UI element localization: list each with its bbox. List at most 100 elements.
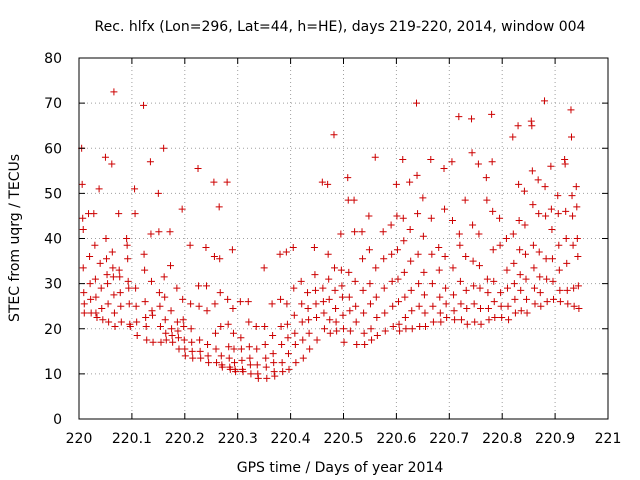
data-point-marker [168, 332, 176, 340]
data-point-marker [217, 352, 225, 360]
data-point-marker [346, 307, 354, 315]
x-tick-label: 220.4 [271, 431, 311, 447]
data-point-marker [155, 289, 163, 297]
data-point-marker [427, 156, 435, 164]
data-point-marker [310, 244, 318, 252]
data-point-marker [229, 304, 237, 312]
data-point-marker [496, 241, 504, 249]
data-point-marker [115, 210, 123, 218]
data-point-marker [541, 183, 549, 191]
y-tick-label: 10 [44, 367, 62, 383]
data-point-marker [126, 322, 134, 330]
data-point-marker [325, 275, 333, 283]
data-point-marker [482, 174, 490, 182]
data-point-marker [568, 192, 576, 200]
data-point-marker [497, 302, 505, 310]
data-point-marker [474, 160, 482, 168]
data-point-marker [442, 284, 450, 292]
data-point-marker [380, 255, 388, 263]
data-point-marker [332, 318, 340, 326]
data-point-marker [324, 180, 332, 188]
data-point-marker [570, 302, 578, 310]
data-point-marker [401, 293, 409, 301]
data-point-marker [567, 106, 575, 114]
data-point-marker [468, 115, 476, 123]
data-point-marker [252, 322, 260, 330]
data-point-marker [529, 201, 537, 209]
data-point-marker [161, 316, 169, 324]
data-point-marker [548, 225, 556, 233]
data-point-marker [213, 359, 221, 367]
data-point-marker [463, 320, 471, 328]
x-tick-label: 220.6 [376, 431, 416, 447]
data-point-marker [352, 318, 360, 326]
data-point-marker [574, 282, 582, 290]
y-tick-labels: 0 10 20 30 40 50 60 70 80 [44, 51, 62, 428]
data-point-marker [196, 347, 204, 355]
data-point-marker [86, 280, 94, 288]
data-point-marker [475, 230, 483, 238]
data-point-marker [224, 295, 232, 303]
data-point-marker [216, 289, 224, 297]
data-point-marker [292, 359, 300, 367]
data-point-marker [567, 133, 575, 141]
data-point-marker [427, 214, 435, 222]
data-point-marker [148, 307, 156, 315]
data-point-marker [359, 255, 367, 263]
data-point-marker [490, 277, 498, 285]
data-point-marker [104, 280, 112, 288]
data-point-marker [535, 248, 543, 256]
data-point-marker [399, 214, 407, 222]
data-point-marker [421, 322, 429, 330]
data-point-marker [246, 361, 254, 369]
y-axis-label: STEC from uqrg / TECUs [7, 154, 23, 322]
data-point-marker [401, 313, 409, 321]
x-tick-label: 220.9 [535, 431, 575, 447]
data-point-marker [86, 253, 94, 261]
data-point-marker [562, 207, 570, 215]
data-point-marker [498, 313, 506, 321]
data-point-marker [387, 221, 395, 229]
data-point-marker [562, 235, 570, 242]
data-point-marker [204, 352, 212, 360]
data-point-marker [429, 318, 437, 326]
data-point-marker [313, 336, 321, 344]
data-point-marker [455, 113, 463, 121]
data-point-marker [515, 216, 523, 224]
data-point-marker [131, 185, 139, 193]
data-point-marker [174, 327, 182, 335]
y-tick-label: 0 [53, 412, 62, 428]
data-point-marker [230, 345, 238, 353]
data-point-marker [536, 273, 544, 281]
data-point-marker [162, 336, 170, 344]
data-point-marker [400, 237, 408, 245]
data-point-marker [96, 259, 104, 267]
data-point-marker [305, 316, 313, 324]
data-point-marker [360, 329, 368, 337]
data-point-marker [247, 370, 255, 378]
data-point-marker [340, 338, 348, 346]
data-point-marker [210, 253, 218, 261]
data-point-marker [117, 318, 125, 326]
data-point-marker [389, 302, 397, 310]
data-point-marker [98, 304, 106, 312]
data-point-marker [393, 246, 401, 254]
data-point-marker [541, 97, 549, 105]
data-point-marker [367, 325, 375, 333]
data-point-marker [283, 300, 291, 308]
data-point-marker [503, 284, 511, 292]
data-point-marker [132, 302, 140, 310]
data-point-marker [80, 300, 88, 308]
data-point-marker [236, 298, 244, 306]
data-point-marker [278, 359, 286, 367]
data-point-marker [462, 253, 470, 261]
data-point-marker [388, 250, 396, 258]
data-point-marker [320, 309, 328, 317]
data-point-marker [421, 309, 429, 317]
data-point-marker [277, 322, 285, 330]
data-point-marker [429, 302, 437, 310]
data-point-marker [522, 275, 530, 283]
data-point-marker [142, 322, 150, 330]
data-point-marker [203, 307, 211, 315]
data-point-marker [537, 302, 545, 310]
